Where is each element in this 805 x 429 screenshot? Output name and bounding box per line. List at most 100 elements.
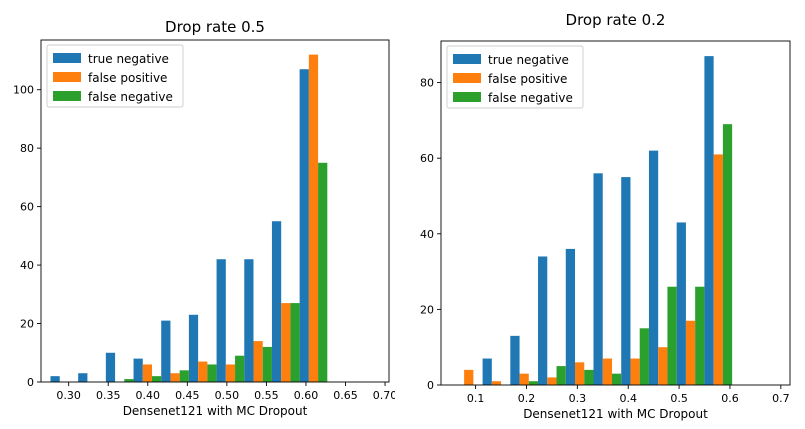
bar-true-negative	[244, 259, 254, 382]
bar-true-negative	[482, 358, 492, 385]
bar-false-positive	[142, 364, 152, 382]
x-tick-label: 0.4	[619, 392, 637, 405]
x-axis-label: Densenet121 with MC Dropout	[123, 404, 308, 418]
y-tick-label: 60	[20, 201, 34, 214]
chart-drop-rate-0-5: Drop rate 0.5 0.30 0.35 0.40 0.45 0.50 0.55 0.6…	[13, 18, 395, 418]
bar-true-negative	[565, 248, 576, 385]
bar-false-negative	[207, 364, 217, 382]
x-tick-label: 0.45	[175, 389, 200, 402]
bar-false-negative	[722, 124, 733, 385]
bar-false-positive	[658, 347, 668, 385]
y-tick-label: 0	[427, 379, 434, 392]
bar-false-positive	[519, 373, 529, 385]
y-tick-label: 100	[13, 84, 34, 97]
x-tick-label: 0.50	[215, 389, 240, 402]
legend-label: true negative	[488, 53, 569, 67]
bar-true-negative	[704, 56, 714, 386]
bar-false-negative	[667, 286, 677, 385]
bar-false-positive	[464, 369, 474, 385]
bar-false-positive	[630, 358, 640, 385]
legend-swatch	[53, 72, 81, 82]
bar-true-negative	[593, 173, 603, 385]
legend-label: false negative	[488, 91, 573, 105]
x-tick-label: 0.60	[294, 389, 319, 402]
bar-false-positive	[170, 373, 180, 382]
legend-label: false positive	[488, 72, 567, 86]
legend-swatch	[453, 92, 481, 102]
bar-false-positive	[685, 320, 696, 385]
x-axis-label: Densenet121 with MC Dropout	[523, 407, 708, 421]
bar-false-negative	[639, 328, 649, 385]
bar-true-negative	[188, 314, 199, 382]
legend-swatch	[53, 91, 81, 101]
bar-true-negative	[676, 222, 686, 385]
legend-label: false negative	[88, 90, 173, 104]
x-tick-label: 0.6	[721, 392, 739, 405]
bar-false-positive	[713, 154, 723, 385]
y-tick-label: 20	[20, 318, 34, 331]
x-tick-label: 0.3	[569, 392, 587, 405]
bar-false-negative	[124, 379, 134, 382]
x-tick-label: 0.5	[670, 392, 688, 405]
bar-true-negative	[648, 150, 659, 385]
bar-false-positive	[491, 381, 502, 385]
bar-false-negative	[151, 376, 162, 382]
x-tick-label: 0.2	[518, 392, 536, 405]
y-tick-label: 80	[420, 77, 434, 90]
bar-false-negative	[528, 381, 539, 385]
x-tick-label: 0.35	[96, 389, 121, 402]
bar-false-positive	[602, 358, 612, 385]
bar-true-negative	[50, 376, 60, 382]
x-tick-label: 0.30	[56, 389, 81, 402]
y-tick-label: 40	[420, 228, 434, 241]
bar-false-positive	[198, 361, 208, 382]
legend-swatch	[453, 54, 481, 64]
bar-false-negative	[695, 286, 705, 385]
bar-false-negative	[611, 373, 622, 385]
bar-false-positive	[575, 362, 585, 385]
x-tick-label: 0.55	[254, 389, 279, 402]
y-tick-label: 0	[27, 376, 34, 389]
legend: true negative false positive false negativ…	[46, 44, 184, 108]
plot-frame	[40, 39, 390, 383]
bar-false-negative	[556, 366, 566, 385]
bar-false-negative	[262, 346, 272, 382]
x-tick-label: 0.40	[136, 389, 161, 402]
bar-false-positive	[225, 364, 236, 382]
bar-true-negative	[133, 358, 143, 382]
bar-false-positive	[547, 377, 557, 385]
chart-drop-rate-0-2: Drop rate 0.2 0.1 0.2 0.3 0.4 0.5 0.6 0.7 0 20 40 6…	[420, 11, 791, 421]
bar-true-negative	[78, 373, 88, 382]
bar-false-positive	[253, 341, 263, 382]
chart-title: Drop rate 0.2	[566, 11, 666, 29]
bar-true-negative	[105, 352, 116, 382]
y-tick-label: 40	[20, 259, 34, 272]
y-tick-label: 20	[420, 303, 434, 316]
legend-swatch	[53, 53, 81, 63]
x-tick-label: 0.70	[373, 389, 395, 402]
x-tick-label: 0.7	[772, 392, 790, 405]
bar-true-negative	[271, 221, 282, 382]
legend-label: false positive	[88, 71, 167, 85]
bar-true-negative	[538, 256, 548, 385]
bar-true-negative	[216, 259, 226, 382]
bar-false-negative	[318, 162, 328, 382]
y-tick-label: 80	[20, 142, 34, 155]
bar-false-negative	[235, 355, 245, 382]
bar-false-negative	[584, 369, 594, 385]
bar-false-negative	[290, 303, 300, 382]
bar-true-negative	[299, 69, 309, 382]
bar-true-negative	[621, 177, 631, 385]
x-tick-label: 0.1	[467, 392, 485, 405]
legend: true negative false positive false negativ…	[446, 45, 584, 109]
bar-false-negative	[179, 370, 189, 382]
bar-false-positive	[281, 303, 291, 382]
legend-swatch	[453, 73, 481, 83]
x-tick-label: 0.65	[333, 389, 358, 402]
chart-title: Drop rate 0.5	[165, 18, 265, 36]
bar-true-negative	[510, 335, 520, 385]
plot-frame	[440, 40, 791, 386]
y-tick-label: 60	[420, 152, 434, 165]
legend-label: true negative	[88, 52, 169, 66]
